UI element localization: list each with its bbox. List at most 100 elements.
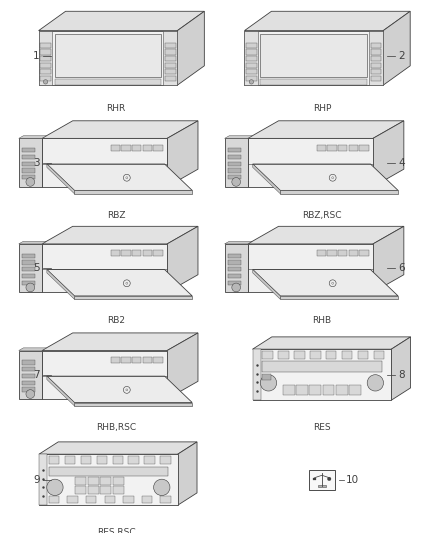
Polygon shape [167,227,198,292]
Polygon shape [248,121,404,139]
Polygon shape [369,30,383,85]
Polygon shape [261,35,367,77]
Polygon shape [55,79,161,85]
Polygon shape [42,227,198,244]
Polygon shape [47,164,74,194]
Polygon shape [88,486,99,494]
Circle shape [232,283,240,292]
Polygon shape [88,477,99,485]
Polygon shape [22,260,35,265]
Polygon shape [22,387,35,392]
Circle shape [249,80,254,84]
Polygon shape [327,145,337,151]
Circle shape [47,479,63,496]
Text: RHB,RSC: RHB,RSC [96,423,136,432]
Polygon shape [39,11,205,30]
Polygon shape [167,121,198,187]
Polygon shape [113,456,123,464]
Text: RB2: RB2 [107,317,125,325]
Polygon shape [165,62,176,68]
Polygon shape [40,56,51,61]
Polygon shape [153,357,163,363]
Polygon shape [228,260,241,265]
Polygon shape [49,496,59,503]
Polygon shape [47,376,74,406]
Polygon shape [132,145,141,151]
Polygon shape [47,270,192,296]
Polygon shape [309,470,335,490]
Circle shape [232,177,240,186]
Polygon shape [167,333,198,399]
Circle shape [327,477,331,481]
Polygon shape [47,376,192,402]
Polygon shape [165,69,176,74]
Polygon shape [177,11,205,85]
Polygon shape [253,270,398,296]
Polygon shape [244,11,410,30]
Polygon shape [121,357,131,363]
Text: 4: 4 [398,158,405,167]
Polygon shape [296,385,308,395]
Polygon shape [123,496,134,503]
Circle shape [43,80,48,84]
Polygon shape [326,351,336,359]
Polygon shape [228,155,241,159]
Polygon shape [165,56,176,61]
Polygon shape [121,145,131,151]
Polygon shape [42,244,167,292]
Polygon shape [22,148,35,152]
Polygon shape [55,35,161,77]
Polygon shape [132,251,141,256]
Polygon shape [317,145,326,151]
Polygon shape [371,69,381,74]
Text: 2: 2 [398,51,405,61]
Polygon shape [113,486,124,494]
Polygon shape [160,456,171,464]
Polygon shape [39,442,197,454]
Polygon shape [228,161,241,166]
Polygon shape [19,348,46,351]
Polygon shape [359,251,369,256]
Circle shape [26,177,35,186]
Polygon shape [111,357,120,363]
Polygon shape [246,76,257,81]
Text: 6: 6 [398,263,405,273]
Polygon shape [371,43,381,48]
Polygon shape [143,357,152,363]
Polygon shape [40,43,51,48]
Polygon shape [253,349,391,400]
Polygon shape [244,30,383,85]
Polygon shape [246,56,257,61]
Polygon shape [228,168,241,173]
Polygon shape [143,145,152,151]
Polygon shape [22,274,35,278]
Polygon shape [246,43,257,48]
Polygon shape [280,190,398,194]
Text: RBZ: RBZ [107,211,125,220]
Polygon shape [65,456,75,464]
Polygon shape [228,254,241,258]
Polygon shape [39,454,178,505]
Polygon shape [371,50,381,54]
Polygon shape [280,296,398,300]
Polygon shape [75,477,86,485]
Polygon shape [373,227,404,292]
Polygon shape [132,357,141,363]
Polygon shape [67,496,78,503]
Polygon shape [310,351,321,359]
Polygon shape [86,496,96,503]
Polygon shape [39,30,177,85]
Polygon shape [248,244,373,292]
Polygon shape [383,11,410,85]
Polygon shape [253,270,280,300]
Polygon shape [253,164,398,190]
Polygon shape [19,136,46,139]
Polygon shape [342,351,353,359]
Polygon shape [96,456,107,464]
Circle shape [260,375,277,391]
Polygon shape [228,148,241,152]
Polygon shape [178,442,197,505]
Text: RBZ,RSC: RBZ,RSC [302,211,342,220]
Polygon shape [142,496,152,503]
Polygon shape [228,175,241,180]
